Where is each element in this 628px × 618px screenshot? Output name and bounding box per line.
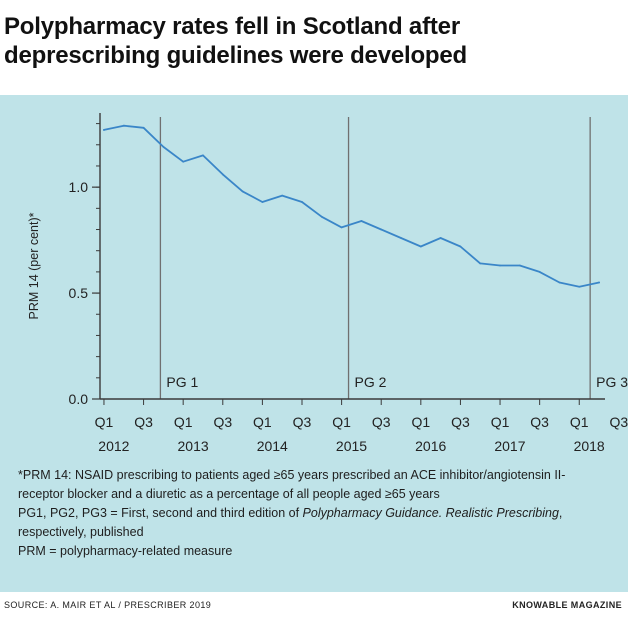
- x-tick-label: Q1: [253, 414, 272, 430]
- x-axis-ticks: Q1 Q3 Q1 Q3 Q1 Q3 Q1 Q3 Q1 Q3 Q1 Q3 Q1 Q3 2012 2013 2014…: [95, 399, 628, 454]
- x-tick-label: Q1: [411, 414, 430, 430]
- y-tick-label: 0.5: [69, 285, 89, 301]
- chart-panel: [0, 95, 628, 592]
- x-tick-label: Q1: [174, 414, 193, 430]
- data-point: [419, 245, 422, 248]
- data-point: [499, 264, 501, 267]
- note-pg-italic: Polypharmacy Guidance. Realistic Prescri…: [302, 506, 559, 520]
- data-point: [261, 201, 264, 203]
- x-year-label: 2017: [494, 438, 525, 454]
- data-point: [103, 129, 105, 131]
- guideline-marker-label: PG 2: [355, 374, 387, 390]
- x-tick-label: Q3: [213, 414, 232, 430]
- chart-title-line-1: Polypharmacy rates fell in Scotland afte…: [4, 13, 460, 40]
- data-point: [459, 245, 462, 248]
- data-point: [538, 270, 541, 273]
- data-point: [182, 160, 185, 163]
- chart-title-line-2: deprescribing guidelines were developed: [4, 42, 468, 69]
- y-axis-ticks: 0.0 0.5 1.0: [69, 123, 100, 407]
- data-point: [320, 215, 323, 218]
- x-tick-label: Q1: [332, 414, 351, 430]
- note-prm: PRM = polypharmacy-related measure: [18, 544, 233, 558]
- x-tick-label: Q3: [451, 414, 470, 430]
- data-point: [439, 237, 442, 239]
- y-axis-label: PRM 14 (per cent)*: [27, 212, 41, 319]
- note-pg-suffix: , respectively, published: [18, 506, 563, 539]
- publisher-brand: KNOWABLE MAGAZINE: [512, 600, 622, 610]
- note-prm14: *PRM 14: NSAID prescribing to patients a…: [18, 468, 566, 501]
- note-pg: PG1, PG2, PG3 = First, second and third …: [18, 504, 610, 542]
- x-tick-label: Q3: [134, 414, 153, 430]
- data-point: [360, 220, 363, 222]
- x-tick-label: Q3: [372, 414, 391, 430]
- x-year-label: 2015: [336, 438, 367, 454]
- x-year-label: 2016: [415, 438, 446, 454]
- x-tick-label: Q1: [570, 414, 589, 430]
- x-tick-label: Q3: [293, 414, 312, 430]
- x-year-label: 2018: [574, 438, 605, 454]
- x-tick-label: Q3: [610, 414, 628, 430]
- y-tick-label: 0.0: [69, 391, 89, 407]
- x-year-label: 2014: [257, 438, 288, 454]
- data-point: [162, 145, 165, 148]
- chart-title: Polypharmacy rates fell in Scotland afte…: [4, 12, 624, 70]
- data-point: [340, 226, 343, 229]
- data-point: [142, 126, 145, 129]
- note-pg-prefix: PG1, PG2, PG3 = First, second and third …: [18, 506, 303, 520]
- data-point: [301, 201, 303, 203]
- source-credit: SOURCE: A. MAIR ET AL / PRESCRIBER 2019: [4, 600, 212, 610]
- data-point: [598, 281, 600, 284]
- series-line: [103, 124, 600, 288]
- footer: SOURCE: A. MAIR ET AL / PRESCRIBER 2019 …: [0, 598, 628, 616]
- x-tick-label: Q1: [95, 414, 114, 430]
- x-year-label: 2013: [178, 438, 209, 454]
- chart-notes: *PRM 14: NSAID prescribing to patients a…: [18, 466, 610, 561]
- data-point: [281, 194, 284, 197]
- x-year-label: 2012: [98, 438, 129, 454]
- x-tick-label: Q3: [530, 414, 549, 430]
- y-tick-label: 1.0: [69, 179, 89, 195]
- data-point: [122, 124, 125, 127]
- x-tick-label: Q1: [491, 414, 510, 430]
- line-chart: 0.00.51.0 Q1 Q3 Q1 Q3 Q1 Q3 Q1 Q3 Q1 Q3 Q1 Q3 Q1 Q320…: [27, 113, 628, 454]
- data-point: [221, 173, 224, 176]
- data-series: [103, 124, 600, 288]
- guideline-marker-label: PG 3: [596, 374, 628, 390]
- data-point: [558, 281, 561, 284]
- guideline-markers: PG 1 PG 2 PG 3: [159, 117, 628, 399]
- data-point: [380, 228, 383, 231]
- data-point: [479, 262, 482, 265]
- data-point: [202, 154, 204, 157]
- data-point: [518, 264, 521, 267]
- data-point: [400, 237, 402, 239]
- data-point: [241, 190, 244, 193]
- guideline-marker-label: PG 1: [166, 374, 198, 390]
- data-point: [578, 285, 581, 288]
